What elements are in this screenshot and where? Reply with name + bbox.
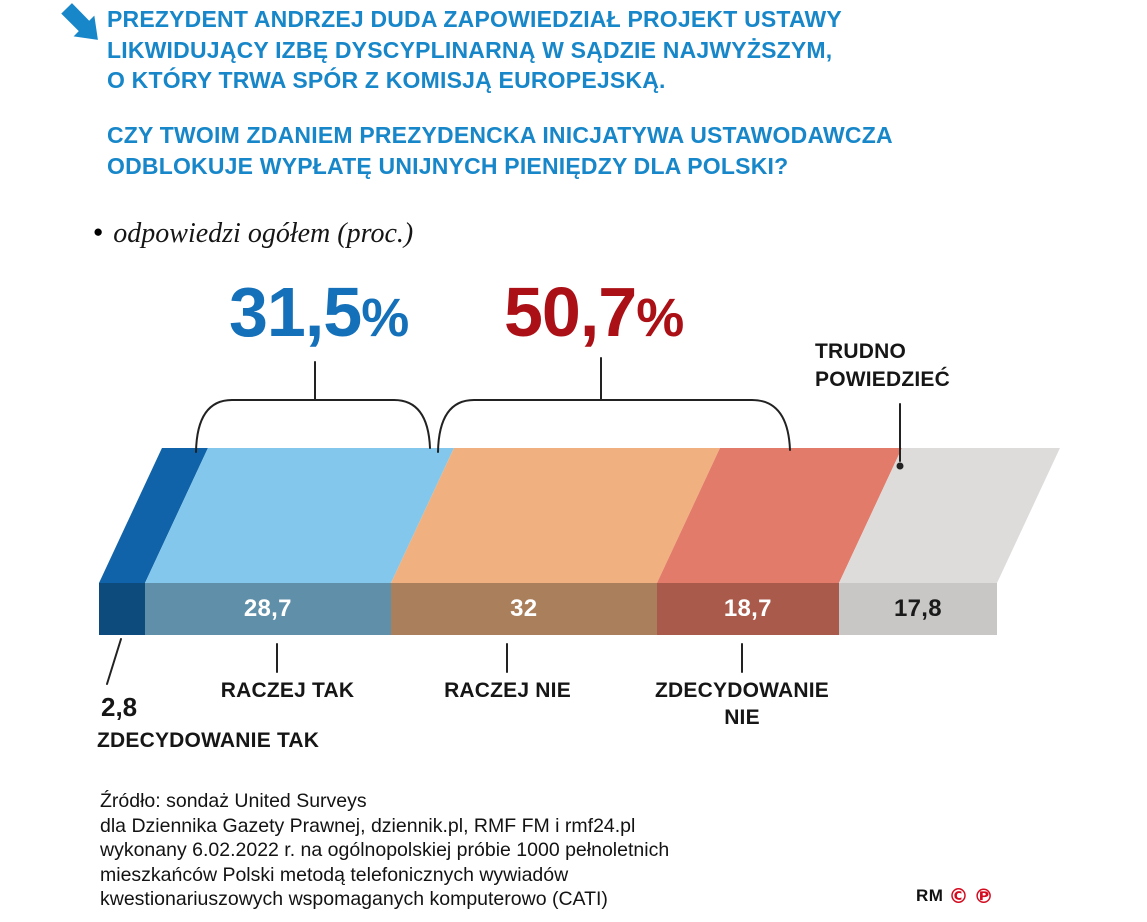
- total-yes-value: 31,5%: [229, 277, 409, 347]
- label-trudno-powiedziec: TRUDNO POWIEDZIEĆ: [815, 340, 951, 391]
- value-zdecydowanie-tak: 2,8: [101, 692, 138, 722]
- connector-zdecydowanie-tak: [106, 638, 122, 685]
- bracket-yes-group: [195, 399, 431, 453]
- survey-question-text: CZY TWOIM ZDANIEM PREZYDENCKA INICJATYWA…: [107, 122, 893, 179]
- total-no-percent-sign: %: [636, 288, 685, 348]
- label-raczej-tak: RACZEJ TAK: [220, 679, 355, 702]
- bar-value-label: 17,8: [893, 595, 942, 622]
- bar-front-segment: 32: [390, 583, 657, 635]
- credit-block: RM © ℗: [916, 886, 993, 906]
- bar-front-face: 28,7 32 18,7 17,8: [99, 583, 997, 635]
- credit-initials: RM: [916, 886, 944, 905]
- headline-text: PREZYDENT ANDRZEJ DUDA ZAPOWIEDZIAŁ PROJ…: [107, 6, 842, 93]
- bar-value-label: 28,7: [243, 595, 292, 622]
- total-yes-number: 31,5: [229, 273, 362, 351]
- bar-front-segment: 17,8: [838, 583, 997, 635]
- bullet-icon: ●: [93, 222, 104, 241]
- southeast-arrow-svg: [61, 3, 98, 40]
- label-raczej-nie: RACZEJ NIE: [444, 679, 571, 702]
- chart-subtitle: ● odpowiedzi ogółem (proc.): [93, 218, 413, 250]
- total-no-number: 50,7: [504, 273, 637, 351]
- bar-front-segment: 18,7: [656, 583, 839, 635]
- bar-top-face: [99, 448, 1060, 583]
- bracket-no-group: [437, 399, 791, 453]
- total-yes-percent-sign: %: [361, 288, 410, 348]
- label-zdecydowanie-tak: ZDECYDOWANIE TAK: [97, 729, 320, 752]
- chart-subtitle-label: odpowiedzi ogółem (proc.): [113, 218, 414, 249]
- phonogram-icon: ℗: [973, 884, 994, 908]
- label-zdecydowanie-nie: ZDECYDOWANIE NIE: [655, 679, 829, 729]
- bar-value-label: 18,7: [723, 595, 772, 622]
- bar-value-label: 32: [510, 595, 538, 622]
- source-text: Źródło: sondaż United Surveys dla Dzienn…: [100, 790, 670, 910]
- total-no-value: 50,7%: [504, 277, 684, 347]
- copyright-icon: ©: [948, 884, 969, 908]
- southeast-arrow-icon: [57, 0, 101, 42]
- bar-front-segment: [99, 583, 145, 635]
- bar-front-segment: 28,7: [144, 583, 391, 635]
